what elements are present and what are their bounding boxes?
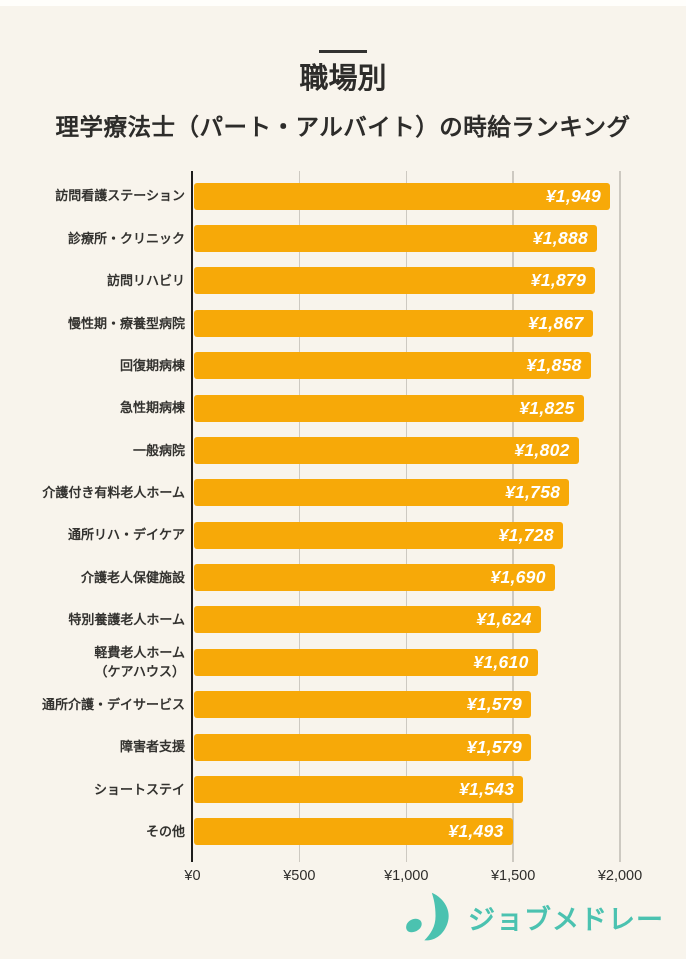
- bar-row: 慢性期・療養型病院 ¥1,867: [0, 302, 686, 344]
- category-label: 一般病院: [132, 442, 185, 458]
- category-label: 回復期病棟: [119, 357, 185, 373]
- category-label: 特別養護老人ホーム: [68, 612, 185, 628]
- bar: ¥1,610: [193, 648, 538, 676]
- bar-row: 回復期病棟 ¥1,858: [0, 345, 686, 387]
- bar-value-label: ¥1,867: [528, 312, 584, 333]
- bar: ¥1,867: [193, 309, 593, 337]
- bar: ¥1,624: [193, 606, 541, 634]
- bar-row: 介護老人保健施設 ¥1,690: [0, 556, 686, 598]
- category-label: 軽費老人ホーム （ケアハウス）: [94, 644, 185, 680]
- bar-row: 急性期病棟 ¥1,825: [0, 387, 686, 429]
- bar-row: 訪問リハビリ ¥1,879: [0, 260, 686, 302]
- hourly-wage-bar-chart: 訪問看護ステーション ¥1,949 診療所・クリニック ¥1,888 訪問リハビリ ¥1,…: [0, 171, 686, 891]
- title-divider-line: [319, 50, 367, 53]
- bar-value-label: ¥1,802: [514, 439, 570, 460]
- category-label: 通所リハ・デイケア: [67, 527, 185, 543]
- bar-value-label: ¥1,949: [545, 185, 602, 206]
- bar-value-label: ¥1,579: [466, 736, 522, 757]
- bar: ¥1,579: [193, 691, 531, 719]
- bar-value-label: ¥1,543: [458, 778, 515, 799]
- category-label: 介護付き有料老人ホーム: [42, 485, 185, 501]
- x-tick-label: ¥0: [184, 868, 201, 884]
- x-tick-label: ¥500: [283, 868, 316, 884]
- y-axis-line: [190, 171, 193, 862]
- jobmedley-logo-text: ジョブメドレー: [468, 904, 664, 935]
- bar-value-label: ¥1,879: [530, 270, 587, 291]
- bar-row: 介護付き有料老人ホーム ¥1,758: [0, 472, 686, 514]
- bar-value-label: ¥1,493: [448, 821, 504, 842]
- category-label: 通所介護・デイサービス: [41, 696, 185, 712]
- page-subtitle: 理学療法士（パート・アルバイト）の時給ランキング: [55, 114, 631, 140]
- bar: ¥1,825: [193, 394, 584, 422]
- bar-value-label: ¥1,825: [519, 397, 575, 418]
- bar-row: ショートステイ ¥1,543: [0, 768, 686, 810]
- bar-row: 通所リハ・デイケア ¥1,728: [0, 514, 686, 556]
- bar-value-label: ¥1,858: [526, 355, 582, 376]
- category-label: 訪問リハビリ: [106, 273, 185, 289]
- category-label: 慢性期・療養型病院: [67, 315, 185, 331]
- category-label: その他: [145, 824, 185, 840]
- bar-row: 障害者支援 ¥1,579: [0, 726, 686, 768]
- bar-row: 一般病院 ¥1,802: [0, 429, 686, 471]
- bar: ¥1,543: [193, 775, 524, 803]
- bar-row: 診療所・クリニック ¥1,888: [0, 217, 686, 259]
- bar: ¥1,579: [193, 733, 531, 761]
- category-label: 介護老人保健施設: [80, 569, 185, 585]
- x-tick-label: ¥1,000: [384, 868, 429, 884]
- bar-row: 特別養護老人ホーム ¥1,624: [0, 599, 686, 641]
- bar-value-label: ¥1,610: [473, 651, 529, 672]
- page-title: 職場別: [299, 63, 387, 95]
- bar-row: 通所介護・デイサービス ¥1,579: [0, 684, 686, 726]
- gridline: [298, 171, 301, 862]
- x-tick-label: ¥1,500: [490, 868, 536, 884]
- gridline: [405, 171, 407, 862]
- bar-value-label: ¥1,888: [532, 228, 589, 249]
- category-label: 診療所・クリニック: [67, 230, 185, 246]
- bar-value-label: ¥1,624: [476, 609, 532, 630]
- x-tick-label: ¥2,000: [597, 868, 643, 884]
- bar-value-label: ¥1,690: [490, 567, 546, 588]
- bar-value-label: ¥1,579: [466, 694, 522, 715]
- jobmedley-logo: ジョブメドレー: [401, 890, 664, 944]
- gridline: [619, 171, 621, 862]
- bar-row: 軽費老人ホーム （ケアハウス） ¥1,610: [0, 641, 686, 683]
- jobmedley-crescent-icon: [406, 892, 449, 941]
- category-label: 急性期病棟: [119, 400, 185, 416]
- category-label: ショートステイ: [93, 781, 185, 797]
- bar: ¥1,888: [193, 225, 598, 253]
- bar-row: 訪問看護ステーション ¥1,949: [0, 175, 686, 217]
- category-label: 障害者支援: [119, 739, 185, 755]
- bar: ¥1,728: [193, 521, 563, 549]
- bar: ¥1,802: [193, 436, 579, 464]
- gridline: [512, 171, 514, 862]
- category-label: 訪問看護ステーション: [55, 188, 185, 204]
- bar-value-label: ¥1,758: [504, 482, 561, 503]
- bar: ¥1,949: [193, 182, 611, 210]
- bar-rows: 訪問看護ステーション ¥1,949 診療所・クリニック ¥1,888 訪問リハビリ ¥1,…: [0, 175, 686, 853]
- top-strip: [0, 0, 686, 6]
- bar: ¥1,493: [193, 818, 513, 846]
- bar-row: その他 ¥1,493: [0, 811, 686, 853]
- bar: ¥1,858: [193, 352, 591, 380]
- bar: ¥1,879: [193, 267, 596, 295]
- bar: ¥1,758: [193, 479, 570, 507]
- bar: ¥1,690: [193, 564, 555, 592]
- bar-value-label: ¥1,728: [498, 524, 554, 545]
